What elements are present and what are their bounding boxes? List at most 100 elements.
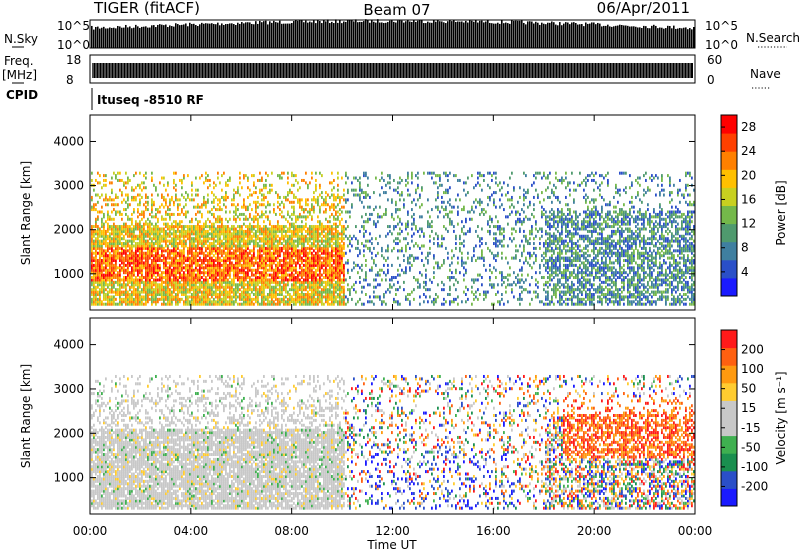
power-echo-cell bbox=[139, 297, 141, 301]
power-echo-cell bbox=[337, 215, 339, 219]
power-echo-cell bbox=[275, 256, 277, 260]
power-echo-cell bbox=[109, 280, 111, 284]
nsky-bar bbox=[547, 22, 549, 48]
power-echo-cell bbox=[189, 263, 191, 267]
power-echo-cell bbox=[319, 290, 321, 294]
power-echo-cell bbox=[129, 278, 131, 282]
power-echo-cell bbox=[297, 259, 299, 263]
power-echo-cell bbox=[283, 266, 285, 270]
power-echo-cell bbox=[261, 288, 263, 292]
power-echo-cell bbox=[135, 283, 137, 287]
nsky-bar bbox=[167, 27, 169, 48]
power-echo-cell bbox=[271, 295, 273, 299]
power-echo-cell bbox=[337, 261, 339, 265]
power-echo-cell bbox=[243, 288, 245, 292]
power-echo-cell bbox=[211, 293, 213, 296]
power-echo-cell bbox=[147, 254, 149, 258]
power-echo-cell bbox=[215, 232, 217, 236]
power-echo-cell bbox=[117, 232, 119, 236]
power-echo-cell bbox=[295, 195, 297, 199]
power-echo-cell bbox=[173, 203, 175, 207]
power-echo-cell bbox=[193, 278, 195, 282]
power-echo-cell bbox=[257, 297, 259, 301]
power-echo-cell bbox=[343, 271, 345, 275]
power-echo-cell bbox=[129, 302, 131, 306]
power-echo-cell bbox=[333, 290, 335, 294]
power-echo-cell bbox=[135, 222, 137, 226]
power-echo-cell bbox=[143, 280, 145, 284]
power-echo-cell bbox=[231, 297, 233, 301]
power-echo-cell bbox=[317, 288, 319, 292]
power-echo-cell bbox=[181, 273, 183, 277]
power-echo-cell bbox=[253, 234, 255, 238]
power-echo-cell bbox=[127, 215, 129, 219]
nsky-bar bbox=[523, 22, 525, 48]
power-echo-cell bbox=[235, 283, 237, 287]
nsky-bar bbox=[341, 23, 343, 48]
power-echo-cell bbox=[325, 276, 327, 280]
power-echo-cell bbox=[129, 293, 131, 296]
power-echo-cell bbox=[233, 234, 235, 238]
power-echo-cell bbox=[179, 288, 181, 292]
power-echo-cell bbox=[329, 220, 331, 224]
power-echo-cell bbox=[327, 261, 329, 265]
power-echo-cell bbox=[339, 268, 341, 272]
power-echo-cell bbox=[261, 271, 263, 275]
power-echo-cell bbox=[343, 193, 345, 197]
power-echo-cell bbox=[287, 256, 289, 260]
nsky-bar bbox=[245, 22, 247, 48]
power-echo-cell bbox=[299, 200, 301, 204]
power-echo-cell bbox=[217, 268, 219, 272]
power-echo-cell bbox=[317, 259, 319, 263]
nsky-bar bbox=[519, 20, 521, 48]
power-echo-cell bbox=[331, 212, 333, 216]
power-echo-cell bbox=[247, 208, 249, 212]
power-echo-cell bbox=[293, 229, 295, 233]
power-echo-cell bbox=[291, 217, 293, 221]
power-echo-cell bbox=[133, 259, 135, 263]
power-echo-cell bbox=[145, 171, 147, 175]
power-echo-cell bbox=[339, 249, 341, 253]
power-echo-cell bbox=[243, 229, 245, 233]
power-echo-cell bbox=[125, 276, 127, 280]
power-echo-cell bbox=[255, 268, 257, 272]
power-echo-cell bbox=[255, 244, 257, 248]
nsky-bar bbox=[279, 20, 281, 48]
beam-title: Beam 07 bbox=[363, 1, 430, 19]
power-echo-cell bbox=[331, 300, 333, 304]
power-echo-cell bbox=[175, 283, 177, 287]
power-echo-cell bbox=[257, 237, 259, 241]
power-echo-cell bbox=[111, 237, 113, 241]
nsky-bar bbox=[247, 22, 249, 48]
nsky-bar bbox=[479, 20, 481, 48]
power-echo-cell bbox=[263, 251, 265, 255]
power-echo-cell bbox=[97, 229, 99, 233]
power-echo-cell bbox=[207, 198, 209, 202]
power-echo-cell bbox=[289, 246, 291, 250]
power-echo-cell bbox=[141, 266, 143, 270]
power-echo-cell bbox=[141, 225, 143, 229]
power-echo-cell bbox=[141, 237, 143, 241]
power-echo-cell bbox=[107, 246, 109, 250]
power-echo-cell bbox=[287, 302, 289, 306]
power-echo-cell bbox=[189, 295, 191, 299]
power-echo-cell bbox=[331, 239, 333, 243]
power-echo-cell bbox=[283, 268, 285, 272]
power-echo-cell bbox=[345, 174, 347, 178]
power-echo-cell bbox=[217, 220, 219, 224]
power-echo-cell bbox=[253, 268, 255, 272]
power-echo-cell bbox=[327, 293, 329, 296]
power-echo-cell bbox=[203, 302, 205, 306]
power-echo-cell bbox=[269, 220, 271, 224]
power-echo-cell bbox=[97, 293, 99, 296]
power-echo-cell bbox=[165, 237, 167, 241]
power-echo-cell bbox=[317, 232, 319, 236]
power-echo-cell bbox=[263, 212, 265, 216]
power-echo-cell bbox=[333, 203, 335, 207]
power-echo-cell bbox=[353, 176, 355, 180]
power-echo-cell bbox=[241, 297, 243, 301]
power-echo-cell bbox=[213, 198, 215, 202]
power-echo-cell bbox=[273, 210, 275, 214]
power-echo-cell bbox=[251, 254, 253, 258]
power-echo-cell bbox=[291, 276, 293, 280]
